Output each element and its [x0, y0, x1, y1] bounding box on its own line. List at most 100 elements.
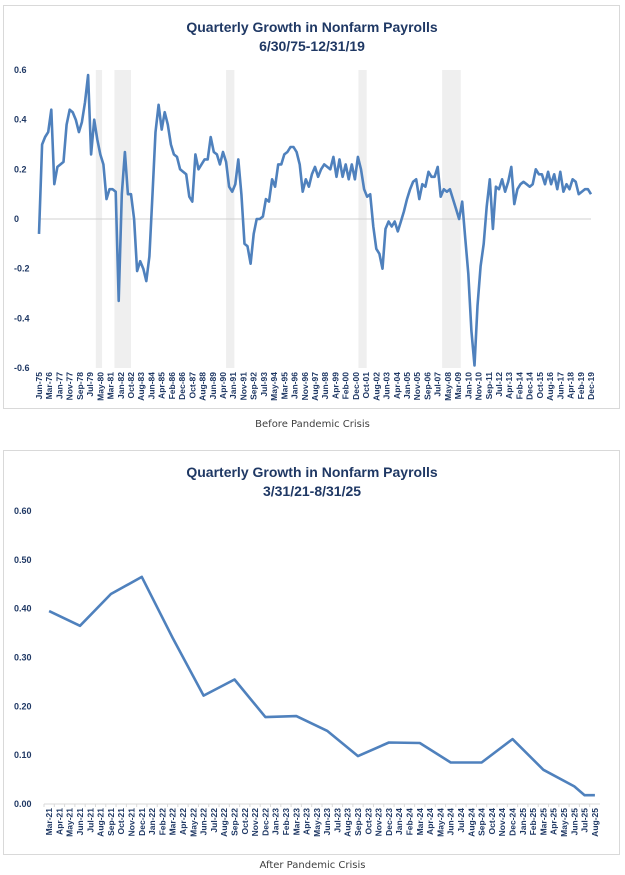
x-tick-label: Aug-22	[219, 808, 229, 837]
x-tick-label: Oct-23	[363, 808, 373, 835]
x-tick-label: Jan-91	[228, 372, 238, 399]
x-tick-label: Mar-25	[538, 808, 548, 836]
x-tick-label: Dec-21	[137, 808, 147, 836]
x-tick-label: Aug-83	[136, 372, 146, 401]
y-tick-label: 0.2	[14, 164, 27, 174]
x-tick-label: Aug-02	[371, 372, 381, 401]
x-tick-label: May-21	[65, 808, 75, 837]
x-tick-label: Sep-06	[422, 372, 432, 400]
y-tick-label: 0.6	[14, 65, 27, 75]
x-tick-label: Aug-24	[466, 808, 476, 837]
x-tick-label: Oct-21	[116, 808, 126, 835]
x-tick-label: Apr-99	[330, 372, 340, 399]
x-tick-label: Dec-23	[384, 808, 394, 836]
x-tick-label: Apr-13	[504, 372, 514, 399]
x-tick-label: Jun-89	[208, 372, 218, 400]
x-tick-label: Sep-22	[229, 808, 239, 836]
x-tick-label: Jun-25	[569, 808, 579, 836]
x-tick-label: Jul-79	[85, 372, 95, 397]
x-tick-label: Nov-96	[300, 372, 310, 401]
x-tick-label: Sep-92	[249, 372, 259, 400]
y-tick-label: 0.00	[14, 799, 32, 809]
x-tick-label: Dec-22	[260, 808, 270, 836]
y-tick-label: 0.60	[14, 506, 32, 516]
y-tick-label: 0.30	[14, 653, 32, 663]
x-tick-label: Sep-24	[477, 808, 487, 836]
x-tick-label: Nov-05	[412, 372, 422, 401]
x-tick-label: Jan-23	[271, 808, 281, 835]
x-tick-label: Nov-23	[374, 808, 384, 837]
caption-after-pandemic: After Pandemic Crisis	[259, 860, 366, 871]
x-tick-label: Nov-10	[474, 372, 484, 401]
chart-after-pandemic: Quarterly Growth in Nonfarm Payrolls 3/3…	[14, 464, 600, 837]
x-tick-label: Nov-77	[65, 372, 75, 401]
x-tick-label: Jan-05	[402, 372, 412, 399]
x-tick-label: Oct-15	[535, 372, 545, 399]
x-tick-label: Apr-21	[54, 808, 64, 835]
x-tick-label: Mar-21	[44, 808, 54, 836]
x-tick-label: Jun-17	[555, 372, 565, 400]
x-tick-label: Jan-24	[394, 808, 404, 835]
x-tick-label: Jul-07	[433, 372, 443, 397]
x-tick-label: May-08	[443, 372, 453, 401]
x-tick-label: Mar-09	[453, 372, 463, 400]
y-tick-label: -0.6	[14, 363, 30, 373]
x-tick-label: Feb-24	[405, 808, 415, 836]
y-tick-label: -0.2	[14, 264, 30, 274]
series-line	[37, 73, 593, 367]
x-tick-label: Apr-24	[425, 808, 435, 835]
x-tick-label: Dec-86	[177, 372, 187, 400]
y-axis-ticks: 0.60 0.50 0.40 0.30 0.20 0.10 0.00	[14, 506, 32, 809]
y-tick-label: 0	[14, 214, 19, 224]
x-tick-label: Sep-78	[75, 372, 85, 400]
x-tick-label: Apr-22	[178, 808, 188, 835]
x-tick-label: Oct-87	[187, 372, 197, 399]
y-tick-label: 0.40	[14, 604, 32, 614]
x-tick-label: Feb-22	[157, 808, 167, 836]
x-tick-label: Jun-23	[322, 808, 332, 836]
x-tick-label: May-94	[269, 372, 279, 401]
y-tick-label: 0.4	[14, 115, 27, 125]
chart-title: Quarterly Growth in Nonfarm Payrolls	[186, 19, 437, 35]
x-tick-label: Sep-11	[484, 372, 494, 400]
x-tick-label: Mar-24	[415, 808, 425, 836]
chart-panel-before-pandemic: Quarterly Growth in Nonfarm Payrolls 6/3…	[3, 5, 620, 409]
chart-subtitle: 3/31/21-8/31/25	[263, 483, 361, 499]
x-tick-label: Oct-82	[126, 372, 136, 399]
x-tick-label: Aug-21	[96, 808, 106, 837]
x-tick-label: Feb-25	[528, 808, 538, 836]
x-tick-label: Dec-19	[586, 372, 596, 400]
x-tick-label: Mar-22	[168, 808, 178, 836]
x-tick-label: Jan-22	[147, 808, 157, 835]
x-tick-label: Jul-93	[259, 372, 269, 397]
x-tick-label: Dec-14	[525, 372, 535, 400]
chart-before-pandemic: Quarterly Growth in Nonfarm Payrolls 6/3…	[14, 19, 596, 401]
x-tick-label: May-22	[188, 808, 198, 837]
x-tick-label: Jun-03	[382, 372, 392, 400]
x-tick-label: Mar-81	[106, 372, 116, 400]
x-tick-label: Jul-25	[580, 808, 590, 833]
x-tick-label: Aug-88	[198, 372, 208, 401]
x-tick-label: Aug-25	[590, 808, 600, 837]
x-tick-label: May-23	[312, 808, 322, 837]
x-tick-label: Jun-21	[75, 808, 85, 836]
x-tick-label: Apr-85	[157, 372, 167, 399]
series-line	[48, 575, 595, 797]
x-tick-label: Jun-22	[199, 808, 209, 836]
x-tick-label: Sep-23	[353, 808, 363, 836]
x-tick-label: Nov-24	[497, 808, 507, 837]
x-tick-label: Jul-21	[85, 808, 95, 833]
x-tick-label: Jan-77	[54, 372, 64, 399]
x-tick-label: Aug-16	[545, 372, 555, 401]
x-tick-label: Oct-24	[487, 808, 497, 835]
x-tick-label: Mar-76	[44, 372, 54, 400]
x-tick-label: Feb-23	[281, 808, 291, 836]
x-tick-label: Feb-86	[167, 372, 177, 400]
chart-title: Quarterly Growth in Nonfarm Payrolls	[186, 464, 437, 480]
x-tick-label: Dec-24	[507, 808, 517, 836]
x-tick-label: May-24	[435, 808, 445, 837]
x-axis-ticks: Jun-75 Mar-76 Jan-77 Nov-77 Sep-78 Jul-79 May-…	[34, 372, 596, 401]
x-tick-label: Apr-25	[549, 808, 559, 835]
x-tick-label: Jul-12	[494, 372, 504, 397]
x-tick-label: Jan-10	[463, 372, 473, 399]
